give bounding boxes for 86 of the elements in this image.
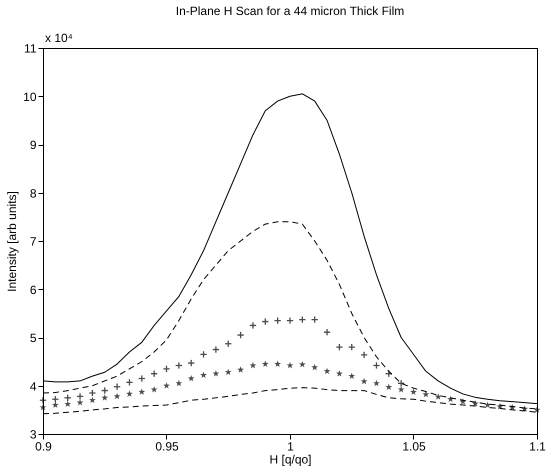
point <box>286 316 294 324</box>
y-tick-label: 7 <box>30 234 37 248</box>
y-tick-label: 10 <box>23 90 37 104</box>
point <box>336 370 343 377</box>
point <box>336 343 344 351</box>
y-tick-label: 11 <box>24 42 37 56</box>
point <box>76 392 84 400</box>
y-tick-label: 9 <box>30 138 37 152</box>
point <box>310 316 319 324</box>
point <box>113 382 121 391</box>
point <box>212 370 220 377</box>
point <box>52 402 59 408</box>
point <box>150 386 158 392</box>
point <box>224 340 232 348</box>
point <box>101 394 108 401</box>
point <box>250 362 256 368</box>
point <box>360 351 368 359</box>
point <box>89 396 96 404</box>
x-tick-label: 1 <box>287 440 294 454</box>
point <box>262 360 269 367</box>
point <box>311 364 318 370</box>
point <box>224 368 232 376</box>
point <box>434 393 442 400</box>
point <box>274 360 282 367</box>
point <box>126 390 133 397</box>
point <box>88 389 96 397</box>
point <box>52 395 60 404</box>
point <box>114 392 120 400</box>
point <box>323 328 331 336</box>
point <box>397 380 405 388</box>
point <box>348 372 356 379</box>
point <box>200 350 208 358</box>
y-tick-label: 6 <box>30 282 37 297</box>
point <box>324 368 330 374</box>
point <box>384 370 393 378</box>
chart-title: In-Plane H Scan for a 44 micron Thick Film <box>176 4 404 18</box>
point <box>460 398 466 405</box>
point <box>162 365 170 373</box>
point <box>447 396 454 402</box>
point <box>298 316 306 324</box>
point <box>372 362 380 370</box>
point <box>261 318 270 326</box>
point <box>188 374 195 382</box>
point <box>175 362 183 370</box>
point <box>126 378 134 386</box>
point <box>187 359 196 367</box>
text: x 10⁴ <box>45 31 73 45</box>
point <box>410 388 417 395</box>
point <box>534 406 540 413</box>
x-tick-label: 0.9 <box>35 440 52 454</box>
point <box>64 400 72 407</box>
point <box>200 372 207 378</box>
y-tick-label: 5 <box>30 331 37 345</box>
point <box>472 400 479 406</box>
point <box>40 404 46 410</box>
x-tick-label: 1.1 <box>529 440 546 454</box>
point <box>348 343 356 351</box>
point <box>385 384 392 390</box>
point <box>237 366 244 373</box>
point <box>521 405 528 412</box>
y-tick-label: 4 <box>30 379 37 394</box>
point <box>274 316 282 324</box>
point <box>76 399 84 406</box>
point <box>163 382 170 389</box>
point <box>249 322 257 330</box>
point <box>138 374 146 382</box>
point <box>360 378 368 384</box>
point <box>373 380 380 386</box>
y-tick-label: 3 <box>30 428 37 442</box>
point <box>236 331 244 339</box>
x-axis-title: H [q/qo] <box>269 452 312 466</box>
x-tick-label: 0.95 <box>155 440 179 454</box>
point <box>138 388 146 395</box>
point <box>286 362 294 368</box>
y-tick-label: 8 <box>30 186 37 200</box>
point <box>64 394 72 402</box>
point <box>484 402 491 408</box>
point <box>175 380 182 386</box>
point <box>150 370 158 378</box>
point <box>298 360 306 368</box>
point <box>212 346 220 354</box>
x-tick-label: 1.05 <box>402 440 426 454</box>
y-axis-title: Intensity [arb units] <box>5 191 20 292</box>
point <box>398 386 405 392</box>
point <box>39 396 47 404</box>
point <box>100 386 109 394</box>
